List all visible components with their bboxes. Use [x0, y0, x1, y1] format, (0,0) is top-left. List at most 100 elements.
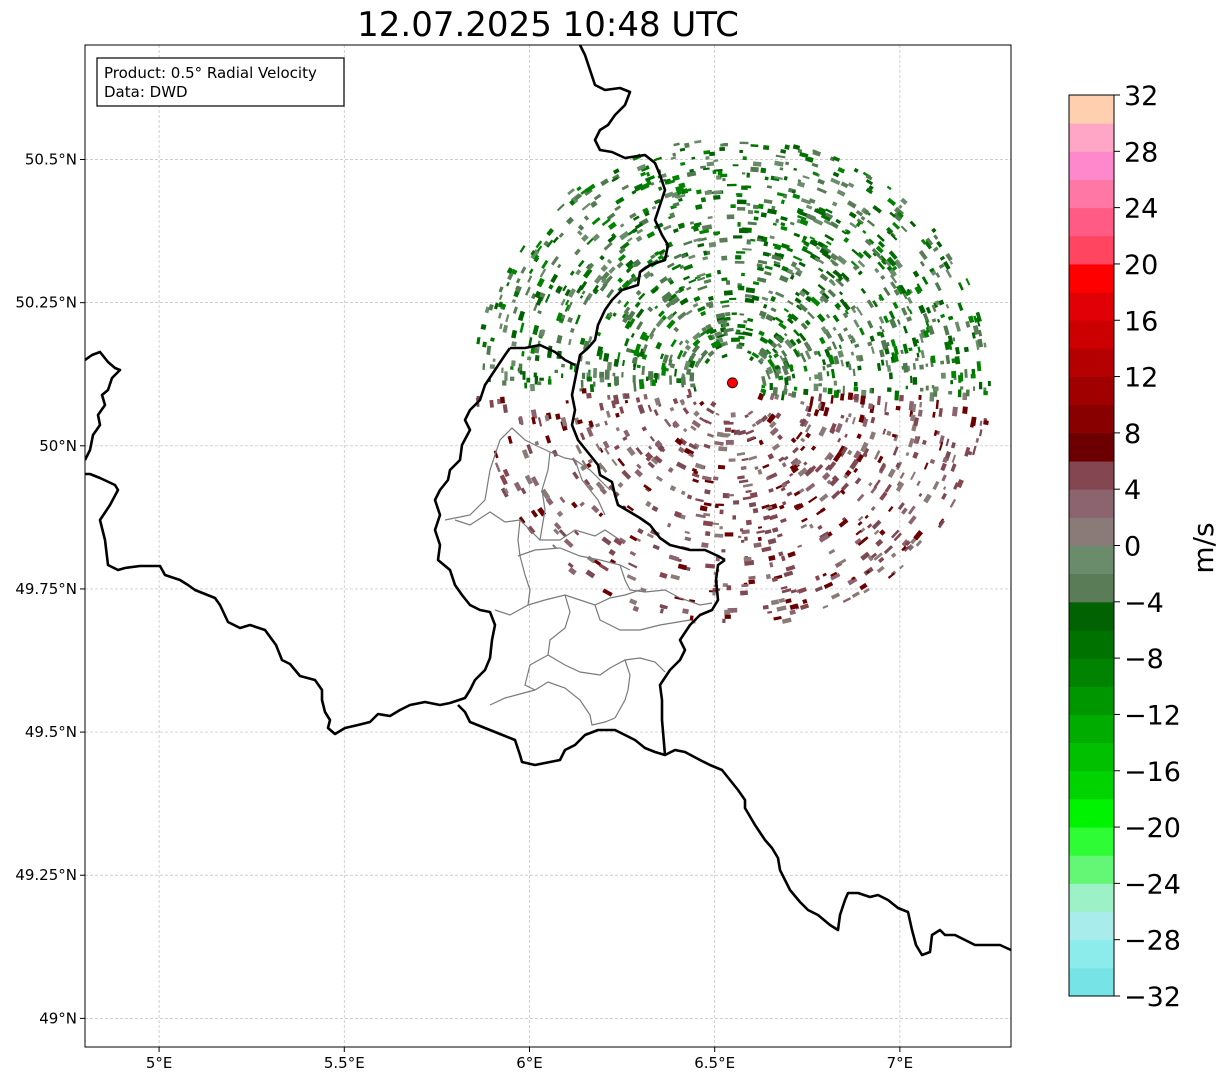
velocity-echo-cell [828, 279, 836, 287]
colorbar-band [1069, 742, 1114, 772]
velocity-echo-cell [591, 504, 600, 514]
velocity-echo-cell [845, 229, 851, 235]
velocity-echo-cell [931, 304, 937, 313]
velocity-echo-cell [539, 329, 546, 337]
map-panel[interactable]: 5°E 5.5°E 6°E 6.5°E 7°E 49°N 49.25°N 49.5°N 49.… [15, 44, 1012, 1072]
velocity-echo-cell [615, 412, 620, 418]
velocity-echo-cell [519, 370, 523, 375]
velocity-echo-cell [896, 319, 901, 325]
velocity-echo-cell [725, 439, 734, 445]
velocity-echo-cell [533, 302, 539, 312]
velocity-echo-cell [847, 412, 852, 418]
velocity-echo-cell [972, 325, 980, 335]
velocity-echo-cell [970, 373, 976, 379]
velocity-echo-cell [794, 297, 802, 304]
velocity-echo-cell [750, 238, 756, 242]
velocity-echo-cell [898, 284, 907, 295]
velocity-echo-cell [677, 311, 687, 321]
velocity-echo-cell [530, 409, 538, 420]
velocity-echo-cell [489, 364, 495, 369]
velocity-echo-cell [659, 608, 664, 614]
velocity-echo-cell [687, 388, 692, 396]
velocity-echo-cell [644, 175, 656, 182]
velocity-echo-cell [757, 392, 765, 401]
velocity-echo-cell [683, 188, 692, 193]
velocity-echo-cell [493, 450, 499, 459]
velocity-echo-cell [854, 343, 860, 348]
velocity-echo-cell [692, 331, 702, 341]
colorbar-tick-label: 24 [1124, 194, 1158, 225]
velocity-echo-cell [694, 462, 705, 470]
velocity-echo-cell [763, 241, 769, 247]
velocity-echo-cell [853, 467, 859, 474]
velocity-echo-cell [892, 212, 903, 222]
velocity-echo-cell [781, 462, 787, 468]
colorbar-band [1069, 939, 1114, 969]
colorbar-band [1069, 151, 1114, 180]
velocity-echo-cell [853, 395, 859, 400]
velocity-echo-cell [780, 222, 786, 227]
velocity-echo-cell [796, 268, 803, 276]
velocity-echo-cell [893, 259, 903, 269]
velocity-echo-cell [723, 421, 734, 425]
velocity-echo-cell [611, 400, 616, 409]
velocity-echo-cell [780, 225, 788, 232]
velocity-echo-cell [784, 361, 790, 370]
velocity-echo-cell [941, 492, 947, 500]
velocity-echo-cell [831, 490, 841, 500]
velocity-echo-cell [873, 450, 881, 461]
velocity-echo-cell [727, 494, 734, 497]
velocity-echo-cell [806, 213, 816, 222]
velocity-echo-cell [633, 365, 636, 371]
velocity-echo-cell [637, 527, 644, 535]
velocity-echo-cell [817, 350, 822, 357]
velocity-echo-cell [768, 488, 774, 493]
velocity-echo-cell [522, 371, 526, 380]
velocity-echo-cell [823, 581, 834, 589]
velocity-echo-cell [635, 446, 644, 456]
velocity-echo-cell [623, 300, 630, 308]
velocity-echo-cell [724, 614, 731, 619]
velocity-echo-cell [704, 357, 711, 365]
velocity-echo-cell [664, 367, 669, 372]
velocity-echo-cell [827, 387, 833, 395]
velocity-echo-cell [621, 313, 627, 319]
velocity-echo-cell [530, 249, 540, 260]
velocity-echo-cell [889, 211, 896, 218]
velocity-echo-cell [545, 435, 552, 444]
velocity-echo-cell [587, 484, 594, 491]
velocity-echo-cell [888, 250, 898, 260]
velocity-echo-cell [714, 331, 721, 336]
velocity-echo-cell [560, 298, 566, 306]
velocity-echo-cell [714, 331, 724, 339]
velocity-echo-cell [624, 337, 630, 347]
velocity-echo-cell [816, 187, 827, 194]
radar-site-marker[interactable] [727, 377, 738, 389]
velocity-echo-cell [679, 264, 685, 270]
velocity-echo-cell [694, 139, 702, 144]
velocity-echo-cell [758, 330, 765, 337]
velocity-echo-cell [704, 190, 713, 196]
velocity-echo-cell [724, 532, 734, 537]
velocity-echo-cell [527, 275, 533, 283]
colorbar-band [1069, 686, 1114, 715]
velocity-echo-cell [769, 562, 774, 568]
velocity-echo-cell [702, 256, 709, 261]
velocity-echo-cell [912, 377, 918, 385]
velocity-echo-cell [867, 341, 873, 347]
velocity-echo-cell [617, 457, 626, 467]
velocity-echo-cell [778, 551, 784, 557]
velocity-echo-cell [624, 320, 633, 330]
velocity-echo-cell [883, 545, 894, 555]
velocity-echo-cell [765, 573, 771, 580]
velocity-echo-cell [595, 443, 602, 451]
velocity-echo-cell [591, 217, 601, 226]
velocity-echo-cell [865, 179, 874, 186]
velocity-echo-cell [783, 455, 789, 461]
velocity-echo-cell [736, 329, 741, 333]
velocity-echo-cell [622, 313, 631, 324]
velocity-echo-cell [773, 352, 780, 359]
velocity-echo-cell [653, 198, 661, 205]
velocity-echo-cell [672, 398, 679, 405]
velocity-echo-cell [943, 260, 951, 271]
